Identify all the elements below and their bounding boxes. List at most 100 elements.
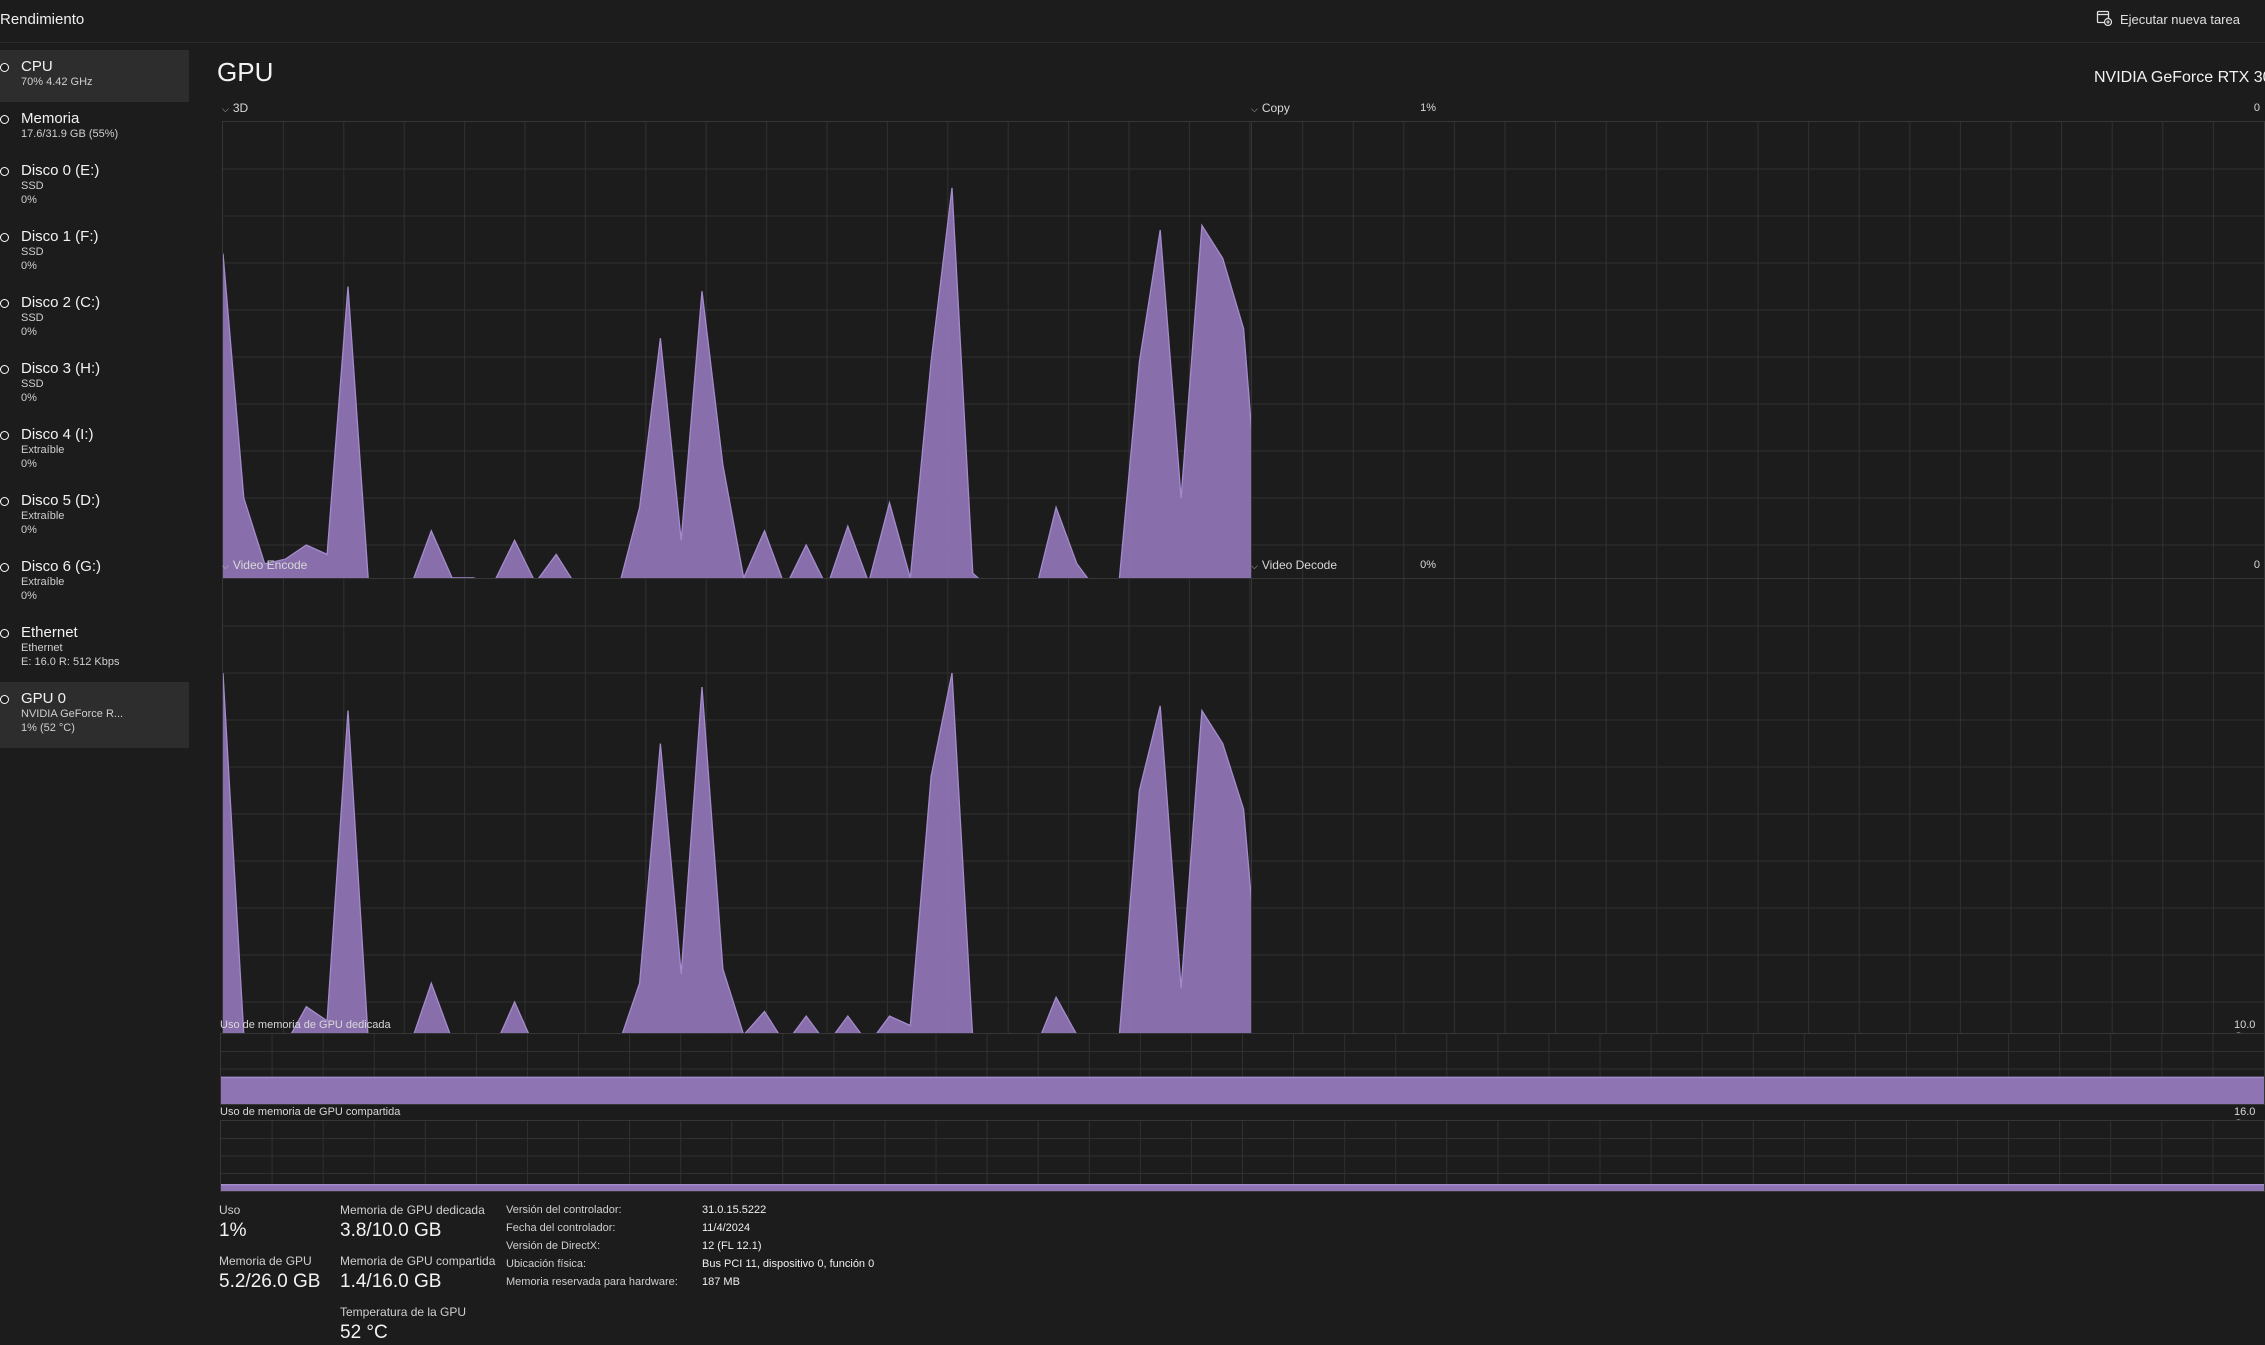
sidebar-item-disk-3[interactable]: Disco 3 (H:) SSD 0% <box>0 352 189 418</box>
usage-label: Uso <box>219 1203 241 1217</box>
sidebar-item-label: Disco 4 (I:) <box>21 426 94 443</box>
chevron-down-icon: ⌵ <box>222 561 229 571</box>
chevron-down-icon: ⌵ <box>222 104 229 114</box>
sidebar-item-label: Disco 0 (E:) <box>21 162 100 179</box>
sidebar-item-type: Ethernet <box>21 642 63 654</box>
sidebar-item-label: Disco 1 (F:) <box>21 228 99 245</box>
sidebar-item-label: Disco 6 (G:) <box>21 558 102 575</box>
series-copy-svg <box>1252 122 2264 592</box>
chevron-down-icon: ⌵ <box>1251 561 1258 571</box>
sidebar-item-detail: 0% <box>21 194 37 206</box>
status-dot-icon <box>0 299 9 308</box>
panel-copy-percent: 0 <box>2253 102 2260 114</box>
sidebar-item-cpu[interactable]: CPU 70% 4.42 GHz <box>0 50 189 102</box>
sidebar-item-detail: 0% <box>21 326 37 338</box>
series-video-encode-area <box>223 673 1431 1049</box>
physical-location-key: Ubicación física: <box>506 1258 587 1270</box>
graph-video-decode <box>1251 578 2265 1050</box>
sidebar-item-label: Disco 2 (C:) <box>21 294 101 311</box>
main-content: GPU NVIDIA GeForce RTX 308 ⌵ 3D 1% ⌵ Copy … <box>190 43 2265 1345</box>
series-video-encode-svg <box>223 579 1431 1049</box>
directx-version-value: 12 (FL 12.1) <box>702 1240 762 1252</box>
sidebar-item-gpu-0[interactable]: GPU 0 NVIDIA GeForce R... 1% (52 °C) <box>0 682 189 748</box>
panel-3d-label: 3D <box>232 101 249 115</box>
sidebar-item-detail: E: 16.0 R: 512 Kbps <box>21 656 120 668</box>
dedicated-memory-fill <box>221 1077 2264 1104</box>
status-dot-icon <box>0 167 9 176</box>
status-dot-icon <box>0 497 9 506</box>
sidebar-item-type: SSD <box>21 246 44 258</box>
sidebar-item-label: GPU 0 <box>21 690 67 707</box>
sidebar-item-label: Disco 5 (D:) <box>21 492 101 509</box>
driver-date-key: Fecha del controlador: <box>506 1222 616 1234</box>
sidebar-item-label: Ethernet <box>21 624 78 641</box>
reserved-memory-value: 187 MB <box>702 1276 740 1288</box>
shared-memory-graph <box>220 1120 2265 1192</box>
sidebar-item-detail: 0% <box>21 392 37 404</box>
shared-memory-fill <box>221 1184 2264 1191</box>
gpu-memory-label: Memoria de GPU <box>219 1254 312 1268</box>
status-dot-icon <box>0 563 9 572</box>
sidebar-item-disk-1[interactable]: Disco 1 (F:) SSD 0% <box>0 220 189 286</box>
sidebar-item-detail: 70% 4.42 GHz <box>21 76 93 88</box>
sidebar-item-type: Extraíble <box>21 576 65 588</box>
sidebar: CPU 70% 4.42 GHz Memoria 17.6/31.9 GB (5… <box>0 50 190 748</box>
driver-version-value: 31.0.15.5222 <box>702 1204 767 1216</box>
sidebar-item-type: Extraíble <box>21 444 65 456</box>
page-title: Rendimiento <box>0 11 85 28</box>
dedicated-memory-label: Uso de memoria de GPU dedicada <box>220 1019 391 1031</box>
panel-3d-selector[interactable]: ⌵ 3D <box>222 101 248 115</box>
shared-memory-stat-value: 1.4/16.0 GB <box>340 1271 442 1292</box>
shared-memory-svg <box>221 1121 2264 1191</box>
panel-3d-percent: 1% <box>1420 102 1436 114</box>
shared-memory-stat-label: Memoria de GPU compartida <box>340 1254 496 1268</box>
dedicated-memory-stat-label: Memoria de GPU dedicada <box>340 1203 485 1217</box>
panel-decode-selector[interactable]: ⌵ Video Decode <box>1251 558 1337 572</box>
sidebar-item-type: NVIDIA GeForce R... <box>21 708 124 720</box>
sidebar-item-detail: 1% (52 °C) <box>21 722 75 734</box>
status-dot-icon <box>0 629 9 638</box>
status-dot-icon <box>0 365 9 374</box>
status-dot-icon <box>0 431 9 440</box>
series-3d-svg <box>223 122 1431 592</box>
run-new-task-label: Ejecutar nueva tarea <box>2120 11 2240 27</box>
panel-copy-label: Copy <box>1261 101 1290 115</box>
dedicated-memory-svg <box>221 1034 2264 1104</box>
driver-date-value: 11/4/2024 <box>702 1222 751 1234</box>
gpu-model-name: NVIDIA GeForce RTX 308 <box>2094 69 2265 86</box>
header-bar: Rendimiento Ejecutar nueva tarea <box>0 0 2265 43</box>
sidebar-item-detail: 0% <box>21 260 37 272</box>
sidebar-item-detail: 17.6/31.9 GB (55%) <box>21 128 119 140</box>
panel-copy-selector[interactable]: ⌵ Copy <box>1251 101 1290 115</box>
directx-version-key: Versión de DirectX: <box>506 1240 601 1252</box>
sidebar-item-detail: 0% <box>21 524 37 536</box>
sidebar-item-type: SSD <box>21 180 44 192</box>
dedicated-memory-graph <box>220 1033 2265 1105</box>
status-dot-icon <box>0 695 9 704</box>
panel-decode-percent: 0 <box>2253 559 2260 571</box>
gpu-temperature-value: 52 °C <box>340 1322 388 1343</box>
physical-location-value: Bus PCI 11, dispositivo 0, función 0 <box>702 1258 875 1270</box>
gpu-title: GPU <box>217 57 274 87</box>
sidebar-item-disk-2[interactable]: Disco 2 (C:) SSD 0% <box>0 286 189 352</box>
graph-copy <box>1251 121 2265 593</box>
sidebar-item-disk-5[interactable]: Disco 5 (D:) Extraíble 0% <box>0 484 189 550</box>
panel-encode-selector[interactable]: ⌵ Video Encode <box>222 558 307 572</box>
sidebar-item-detail: 0% <box>21 590 37 602</box>
sidebar-item-memory[interactable]: Memoria 17.6/31.9 GB (55%) <box>0 102 189 154</box>
sidebar-item-disk-4[interactable]: Disco 4 (I:) Extraíble 0% <box>0 418 189 484</box>
gpu-temperature-label: Temperatura de la GPU <box>340 1305 467 1319</box>
sidebar-item-type: SSD <box>21 378 44 390</box>
sidebar-item-label: Disco 3 (H:) <box>21 360 101 377</box>
sidebar-item-disk-0[interactable]: Disco 0 (E:) SSD 0% <box>0 154 189 220</box>
shared-memory-label: Uso de memoria de GPU compartida <box>220 1106 401 1118</box>
sidebar-item-detail: 0% <box>21 458 37 470</box>
run-new-task-button[interactable]: Ejecutar nueva tarea <box>2096 8 2240 30</box>
sidebar-item-ethernet[interactable]: Ethernet Ethernet E: 16.0 R: 512 Kbps <box>0 616 189 682</box>
series-video-decode-svg <box>1252 579 2264 1049</box>
reserved-memory-key: Memoria reservada para hardware: <box>506 1276 678 1288</box>
panel-encode-percent: 0% <box>1420 559 1436 571</box>
sidebar-item-disk-6[interactable]: Disco 6 (G:) Extraíble 0% <box>0 550 189 616</box>
sidebar-item-type: Extraíble <box>21 510 65 522</box>
